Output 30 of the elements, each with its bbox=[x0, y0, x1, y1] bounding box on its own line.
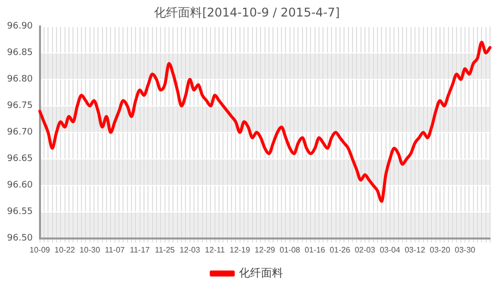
y-tick-label: 96.65 bbox=[7, 154, 33, 164]
x-tick-label: 12-19 bbox=[230, 245, 251, 254]
x-tick-label: 03-04 bbox=[380, 245, 401, 254]
y-tick-label: 96.75 bbox=[7, 101, 33, 112]
y-tick-label: 96.85 bbox=[7, 48, 33, 58]
x-tick-label: 11-17 bbox=[130, 245, 150, 254]
x-tick-label: 02-03 bbox=[354, 245, 376, 254]
x-tick-label: 12-03 bbox=[180, 245, 201, 254]
y-tick-label: 96.70 bbox=[7, 128, 34, 138]
y-tick-label: 96.60 bbox=[7, 180, 34, 191]
x-tick-label: 12-11 bbox=[204, 245, 226, 254]
x-tick-label: 03-20 bbox=[430, 245, 451, 254]
y-tick-label: 96.80 bbox=[7, 74, 34, 85]
x-tick-label: 01-16 bbox=[304, 245, 326, 254]
x-tick-label: 01-26 bbox=[330, 245, 351, 254]
x-tick-label: 11-25 bbox=[154, 245, 176, 254]
x-tick-label: 11-07 bbox=[104, 245, 126, 254]
x-tick-label: 10-09 bbox=[30, 245, 51, 254]
x-tick-label: 10-22 bbox=[54, 245, 76, 254]
x-tick-label: 10-30 bbox=[80, 245, 101, 254]
line-series bbox=[38, 40, 492, 203]
y-tick-label: 96.50 bbox=[7, 234, 34, 244]
x-tick-label: 12-29 bbox=[254, 245, 276, 254]
y-tick-label: 96.90 bbox=[7, 22, 34, 32]
chart-title: 化纤面料[2014-10-9 / 2015-4-7] bbox=[154, 5, 340, 20]
x-tick-label: 03-12 bbox=[404, 245, 426, 254]
x-tick-label: 03-30 bbox=[454, 245, 476, 254]
legend-label: 化纤面料 bbox=[238, 266, 283, 280]
x-tick-label: 01-08 bbox=[280, 245, 301, 254]
y-tick-label: 96.55 bbox=[7, 207, 33, 218]
